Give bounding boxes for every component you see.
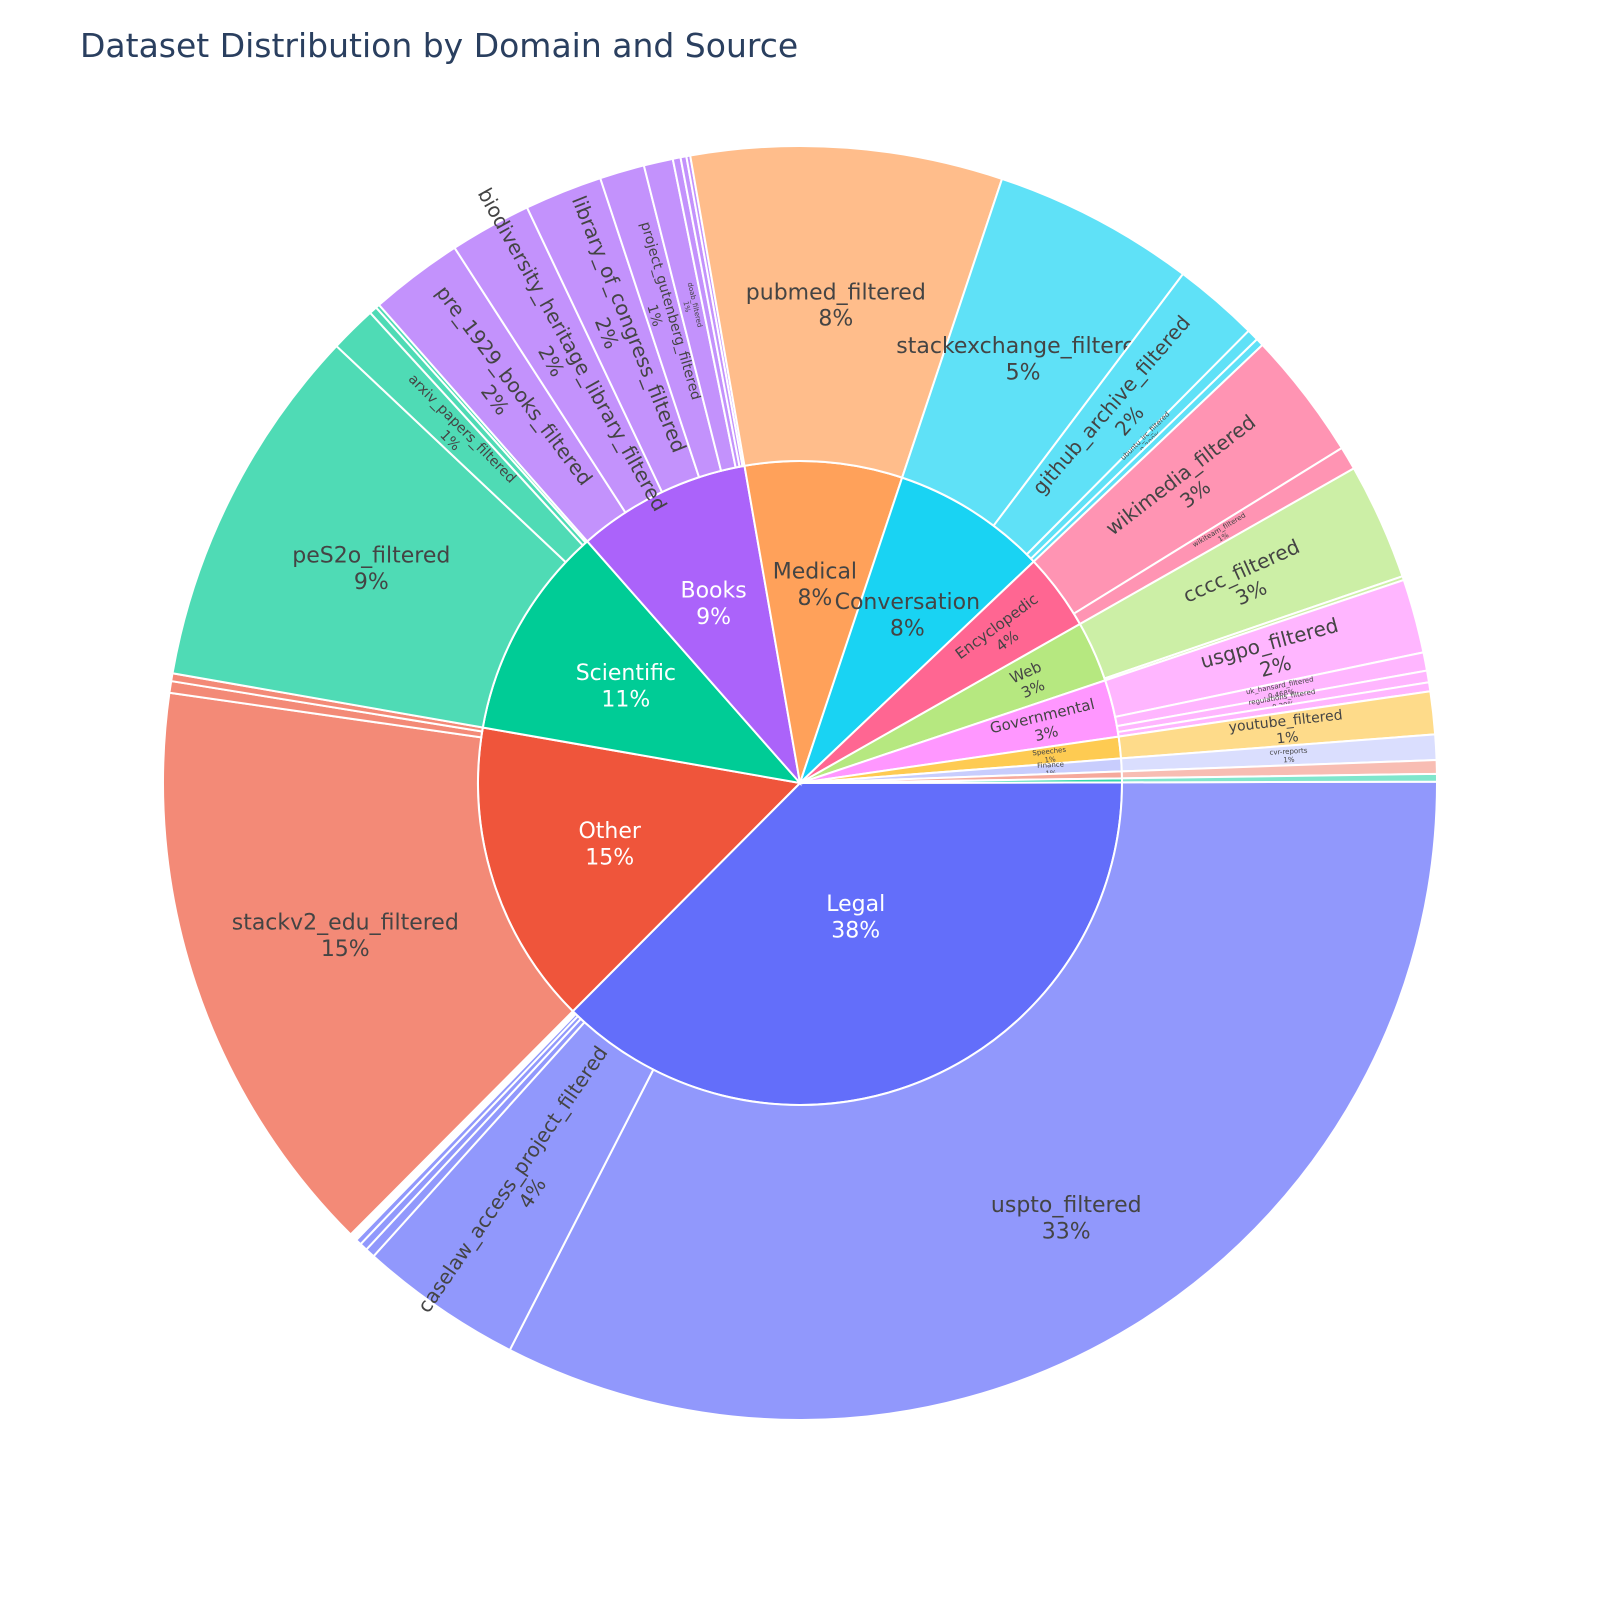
domain-label-other: Other 15%	[578, 819, 641, 870]
domain-label-legal: Legal 38%	[826, 892, 885, 943]
source-label-pes2o-filtered: peS2o_filtered 9%	[292, 544, 450, 595]
source-wedge-stackv2-edu-filtered-0[interactable]	[162, 691, 575, 1236]
domain-label-medical: Medical 8%	[773, 559, 857, 610]
chart-title: Dataset Distribution by Domain and Sourc…	[80, 26, 799, 65]
domain-label-conversation: Conversation 8%	[835, 590, 980, 641]
source-wedge-unlabeled-4[interactable]	[354, 1012, 580, 1246]
domain-label-books: Books 9%	[680, 579, 746, 630]
source-label-uspto-filtered: uspto_filtered 33%	[991, 1193, 1142, 1244]
source-wedge-unlabeled-0[interactable]	[1120, 772, 1439, 784]
source-wedge-pubmed-filtered-0[interactable]	[689, 145, 1004, 479]
source-label-cvr-reports: cvr-reports1%	[1269, 747, 1308, 766]
domain-label-speeches: Speeches1%	[1032, 746, 1068, 766]
source-label-stackexchange-filtered: stackexchange_filtered 5%	[896, 334, 1150, 385]
source-wedge-uspto-filtered-0[interactable]	[508, 780, 1439, 1421]
source-label-pubmed-filtered: pubmed_filtered 8%	[746, 280, 926, 331]
domain-label-scientific: Scientific 11%	[576, 661, 676, 712]
source-wedge-pes2o-filtered-0[interactable]	[171, 344, 568, 729]
source-label-stackv2-edu-filtered: stackv2_edu_filtered 15%	[232, 911, 459, 962]
